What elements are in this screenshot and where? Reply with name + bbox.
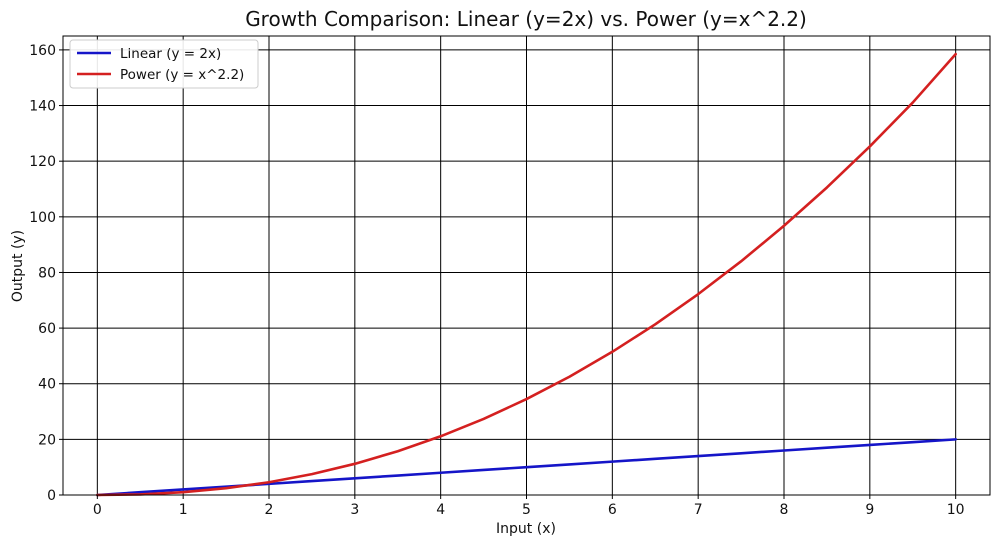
legend-label: Linear (y = 2x) [120, 46, 221, 62]
legend: Linear (y = 2x) Power (y = x^2.2) [69, 39, 259, 89]
x-tick-label: 2 [265, 502, 274, 518]
y-tick-label: 140 [29, 99, 56, 115]
y-tick-label: 0 [47, 488, 56, 504]
x-tick-label: 9 [865, 502, 874, 518]
y-tick-label: 80 [38, 265, 56, 281]
y-tick-label: 40 [38, 377, 56, 393]
y-axis-label: Output (y) [10, 230, 26, 302]
series-layer [96, 52, 957, 497]
x-tick-label: 0 [93, 502, 102, 518]
series-line-power [96, 52, 957, 497]
x-tick-label: 7 [694, 502, 703, 518]
y-tick-label: 60 [38, 321, 56, 337]
legend-box [69, 39, 259, 89]
x-tick-label: 1 [179, 502, 188, 518]
legend-label: Power (y = x^2.2) [120, 67, 244, 83]
y-tick-label: 120 [29, 154, 56, 170]
y-tick-label: 20 [38, 432, 56, 448]
chart-title: Growth Comparison: Linear (y=2x) vs. Pow… [245, 7, 807, 31]
y-tick-label: 100 [29, 210, 56, 226]
x-tick-label: 4 [436, 502, 445, 518]
x-tick-label: 6 [608, 502, 617, 518]
x-axis-label: Input (x) [496, 521, 556, 537]
x-tick-label: 10 [947, 502, 965, 518]
y-tick-label: 160 [29, 43, 56, 59]
x-tick-label: 5 [522, 502, 531, 518]
x-tick-label: 3 [350, 502, 359, 518]
x-tick-label: 8 [780, 502, 789, 518]
grid [63, 36, 990, 496]
